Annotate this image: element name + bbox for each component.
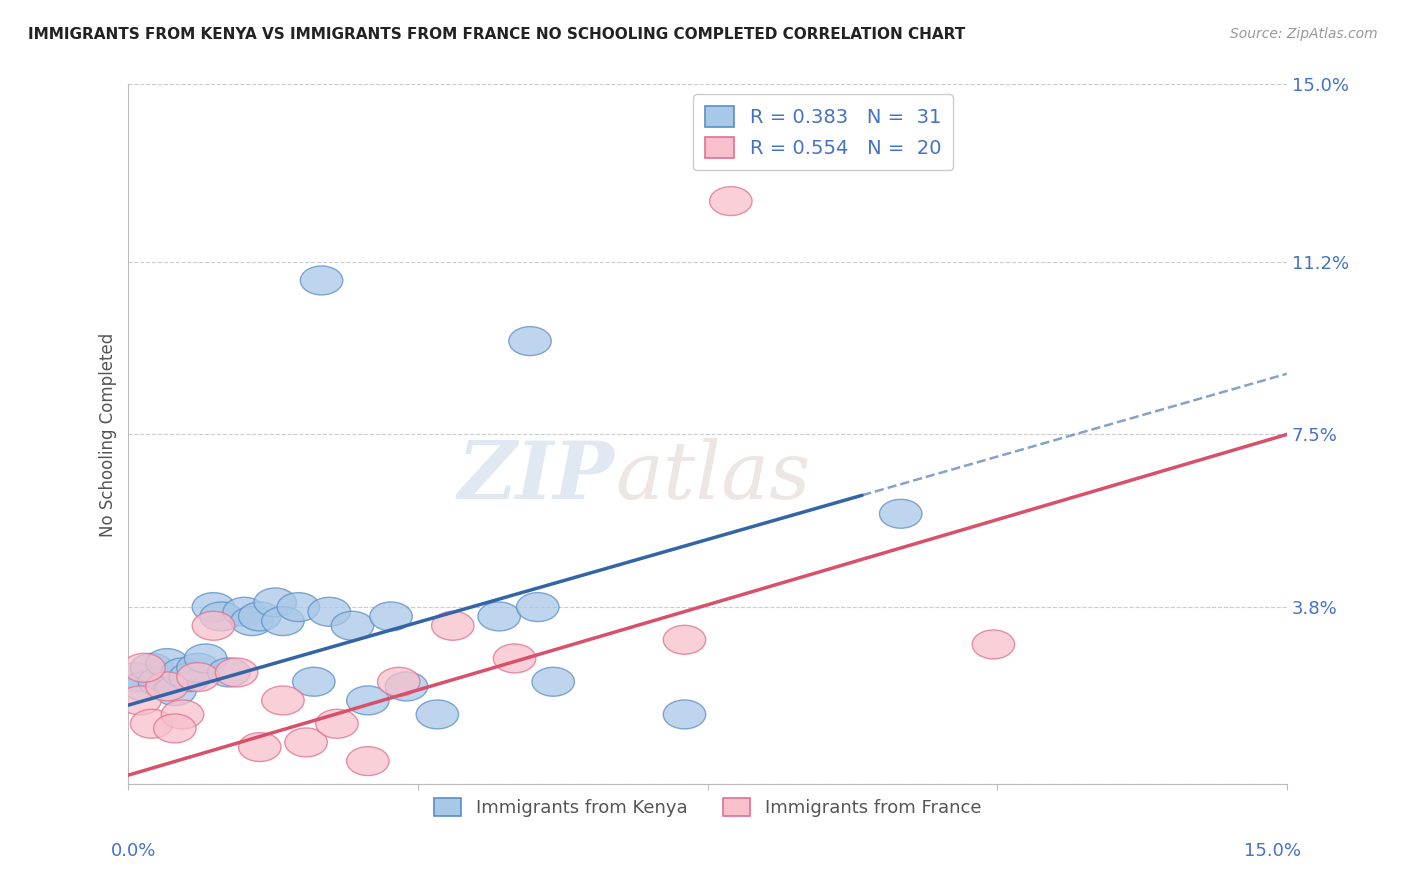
Text: 0.0%: 0.0% [111, 842, 156, 860]
Ellipse shape [262, 607, 304, 636]
Ellipse shape [153, 714, 195, 743]
Text: IMMIGRANTS FROM KENYA VS IMMIGRANTS FROM FRANCE NO SCHOOLING COMPLETED CORRELATI: IMMIGRANTS FROM KENYA VS IMMIGRANTS FROM… [28, 27, 966, 42]
Ellipse shape [200, 602, 242, 631]
Ellipse shape [146, 672, 188, 701]
Ellipse shape [292, 667, 335, 697]
Ellipse shape [285, 728, 328, 757]
Ellipse shape [231, 607, 273, 636]
Ellipse shape [208, 658, 250, 687]
Ellipse shape [193, 611, 235, 640]
Ellipse shape [162, 658, 204, 687]
Ellipse shape [370, 602, 412, 631]
Ellipse shape [494, 644, 536, 673]
Ellipse shape [664, 700, 706, 729]
Ellipse shape [509, 326, 551, 356]
Ellipse shape [153, 677, 195, 706]
Ellipse shape [316, 709, 359, 739]
Ellipse shape [301, 266, 343, 295]
Ellipse shape [224, 598, 266, 626]
Ellipse shape [177, 653, 219, 682]
Ellipse shape [308, 598, 350, 626]
Y-axis label: No Schooling Completed: No Schooling Completed [100, 333, 117, 537]
Ellipse shape [416, 700, 458, 729]
Ellipse shape [169, 663, 211, 691]
Ellipse shape [880, 500, 922, 528]
Ellipse shape [131, 709, 173, 739]
Ellipse shape [710, 186, 752, 216]
Text: 15.0%: 15.0% [1244, 842, 1301, 860]
Ellipse shape [146, 648, 188, 678]
Ellipse shape [277, 592, 319, 622]
Ellipse shape [122, 672, 165, 701]
Ellipse shape [184, 644, 226, 673]
Ellipse shape [531, 667, 575, 697]
Ellipse shape [239, 732, 281, 762]
Ellipse shape [262, 686, 304, 714]
Ellipse shape [378, 667, 420, 697]
Ellipse shape [120, 686, 162, 714]
Ellipse shape [138, 667, 180, 697]
Ellipse shape [478, 602, 520, 631]
Ellipse shape [215, 658, 257, 687]
Ellipse shape [177, 663, 219, 691]
Ellipse shape [162, 700, 204, 729]
Ellipse shape [239, 602, 281, 631]
Ellipse shape [347, 747, 389, 775]
Text: Source: ZipAtlas.com: Source: ZipAtlas.com [1230, 27, 1378, 41]
Ellipse shape [131, 653, 173, 682]
Ellipse shape [193, 592, 235, 622]
Text: atlas: atlas [614, 438, 810, 516]
Ellipse shape [122, 653, 165, 682]
Ellipse shape [664, 625, 706, 654]
Ellipse shape [332, 611, 374, 640]
Ellipse shape [972, 630, 1015, 659]
Ellipse shape [385, 672, 427, 701]
Ellipse shape [347, 686, 389, 714]
Ellipse shape [516, 592, 560, 622]
Ellipse shape [254, 588, 297, 617]
Text: ZIP: ZIP [458, 438, 614, 516]
Ellipse shape [115, 663, 157, 691]
Ellipse shape [432, 611, 474, 640]
Legend: Immigrants from Kenya, Immigrants from France: Immigrants from Kenya, Immigrants from F… [427, 790, 988, 824]
